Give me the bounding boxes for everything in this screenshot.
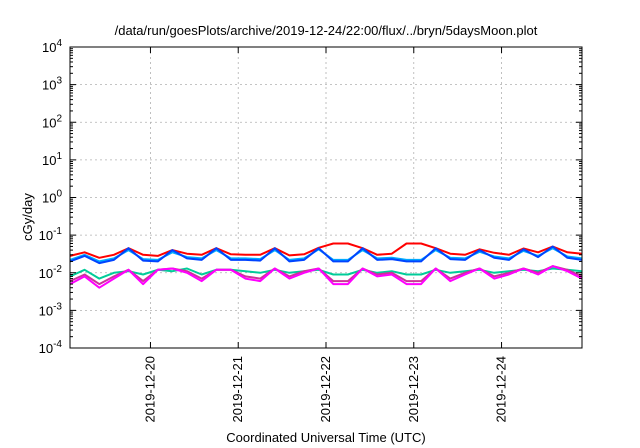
x-tick-label: 2019-12-20 — [142, 356, 157, 423]
y-tick-exponent: -2 — [53, 264, 62, 275]
y-tick-label: 10-4 — [39, 339, 63, 356]
y-tick-label: 10-2 — [39, 264, 63, 281]
series-line-3 — [69, 245, 583, 265]
x-tick-label: 2019-12-21 — [230, 356, 245, 423]
y-tick-label: 100 — [42, 189, 62, 206]
y-tick-exponent: 4 — [56, 38, 62, 49]
y-tick-label: 10-1 — [39, 226, 63, 243]
x-axis-label: Coordinated Universal Time (UTC) — [226, 430, 425, 445]
y-tick-exponent: -3 — [53, 301, 62, 312]
y-tick-exponent: 1 — [56, 151, 62, 162]
chart-title: /data/run/goesPlots/archive/2019-12-24/2… — [115, 23, 538, 38]
y-tick-label: 101 — [42, 151, 62, 168]
y-tick-label: 10-3 — [39, 301, 63, 318]
y-tick-exponent: 2 — [56, 113, 62, 124]
y-tick-exponent: -4 — [53, 339, 62, 350]
x-tick-label: 2019-12-24 — [494, 356, 509, 423]
series-line-6 — [69, 265, 583, 289]
y-axis-label: cGy/day — [20, 193, 35, 241]
y-tick-exponent: 0 — [56, 189, 62, 200]
y-tick-label: 104 — [42, 38, 62, 55]
series-line-1 — [69, 242, 583, 259]
grid — [70, 47, 582, 348]
x-tick-label: 2019-12-22 — [318, 356, 333, 423]
y-tick-exponent: -1 — [53, 226, 62, 237]
x-axis: 2019-12-20 2019-12-21 2019-12-22 2019-12-23… — [142, 47, 509, 423]
y-tick-label: 103 — [42, 76, 62, 93]
y-tick-exponent: 3 — [56, 76, 62, 87]
y-tick-label: 102 — [42, 113, 62, 130]
x-tick-label: 2019-12-23 — [406, 356, 421, 423]
series-lines — [69, 242, 583, 289]
